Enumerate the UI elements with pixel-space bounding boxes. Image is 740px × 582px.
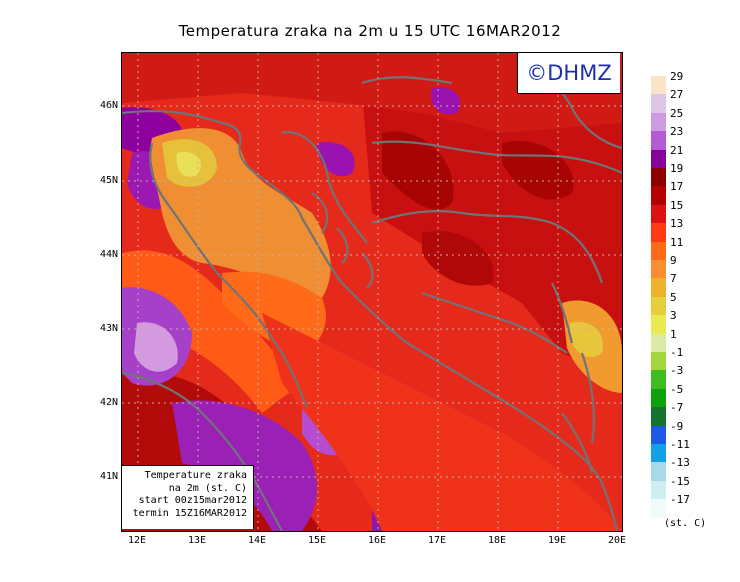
legend-label: 25 [670, 106, 684, 120]
legend-label: 9 [670, 254, 677, 267]
legend-label: 27 [670, 88, 684, 102]
legend-swatch [651, 131, 666, 150]
legend-label: -1 [670, 346, 684, 359]
legend-label: 17 [670, 180, 684, 194]
legend-swatch [651, 480, 666, 500]
legend-swatch [651, 94, 666, 113]
legend-swatch [651, 444, 666, 463]
legend-label: 15 [670, 198, 684, 212]
field-19-c [422, 231, 494, 286]
legend-swatch [651, 462, 666, 481]
legend-label: 1 [670, 327, 677, 341]
map-title: Temperatura zraka na 2m u 15 UTC 16MAR20… [178, 22, 562, 40]
legend-label: -3 [670, 364, 684, 378]
legend-swatch [651, 168, 666, 187]
dhmz-logo: ©DHMZ [517, 53, 620, 94]
lat-label-41n: 41N [99, 471, 118, 482]
legend-swatch [651, 149, 666, 168]
legend-label: 29 [670, 70, 684, 83]
legend-swatch [651, 112, 666, 132]
legend-swatch [651, 204, 666, 224]
graticule [122, 53, 622, 531]
legend-label: -17 [670, 493, 690, 507]
field-3-po [176, 152, 201, 177]
legend-swatch [651, 296, 666, 316]
info-line-3: start 00z15mar2012 [138, 495, 247, 506]
east-adriatic-coast [122, 109, 619, 531]
legend-label: 13 [670, 217, 684, 231]
legend-swatch [651, 333, 666, 352]
legend-label: 11 [670, 235, 684, 249]
lat-label-45n: 45N [99, 175, 118, 186]
legend-swatch [651, 260, 666, 279]
legend-swatch [651, 186, 666, 205]
legend-swatch [651, 370, 666, 389]
legend-label: -11 [670, 438, 690, 451]
lon-label-12e: 12E [127, 535, 147, 546]
field-19-a [382, 131, 454, 210]
lat-label-46n: 46N [99, 100, 118, 111]
lon-label-20e: 20E [607, 535, 627, 546]
lat-label-42n: 42N [99, 397, 118, 408]
croatia-hungary-border [371, 140, 622, 174]
legend-label: 19 [670, 162, 684, 175]
legend-label: 7 [670, 272, 677, 286]
legend-swatch [651, 76, 666, 95]
lon-label-18e: 18E [487, 535, 507, 546]
legend-swatch [651, 315, 666, 334]
istria-coast [281, 131, 368, 244]
legend-label: -13 [670, 456, 690, 470]
field-north [122, 53, 622, 133]
islands [311, 192, 374, 289]
lon-label-19e: 19E [547, 535, 567, 546]
map-canvas [122, 53, 622, 531]
legend-label: 5 [670, 290, 677, 304]
legend-swatch [651, 499, 666, 518]
lon-label-15e: 15E [307, 535, 327, 546]
temperature-map [121, 52, 623, 532]
legend-swatch [651, 278, 666, 297]
info-box: Temperature zraka na 2m (st. C) start 00… [122, 465, 254, 529]
legend-label: -15 [670, 474, 690, 488]
legend-swatch [651, 425, 666, 444]
italy-south-coast [122, 371, 283, 531]
albania-borders [561, 352, 596, 474]
lat-label-44n: 44N [99, 249, 118, 260]
lon-label-13e: 13E [187, 535, 207, 546]
legend-label: -9 [670, 419, 684, 433]
field-5-east [570, 322, 603, 358]
legend-swatch [651, 407, 666, 426]
info-line-2: na 2m (st. C) [168, 482, 247, 494]
field-11-coast [122, 250, 302, 413]
legend-label: 21 [670, 143, 684, 157]
info-line-1: Temperature zraka [144, 470, 247, 481]
legend-swatch [651, 388, 666, 408]
legend-label: -5 [670, 382, 684, 396]
info-line-4: termin 15Z16MAR2012 [132, 507, 247, 519]
bosnia-border [371, 209, 604, 284]
legend-unit: (st. C) [664, 518, 707, 529]
legend-swatch [651, 241, 666, 260]
west-adriatic-coast [149, 142, 309, 409]
legend-swatch [651, 352, 666, 371]
legend-label: 3 [670, 309, 677, 323]
coastlines [122, 62, 622, 531]
legend-label: 23 [670, 125, 684, 139]
lon-label-16e: 16E [367, 535, 387, 546]
field-25-a [134, 322, 178, 372]
lat-label-43n: 43N [99, 323, 118, 334]
inland-borders [421, 282, 574, 354]
legend-swatch [651, 223, 666, 242]
lon-label-14e: 14E [247, 535, 267, 546]
lon-label-17e: 17E [427, 535, 447, 546]
legend-label: -7 [670, 401, 684, 415]
